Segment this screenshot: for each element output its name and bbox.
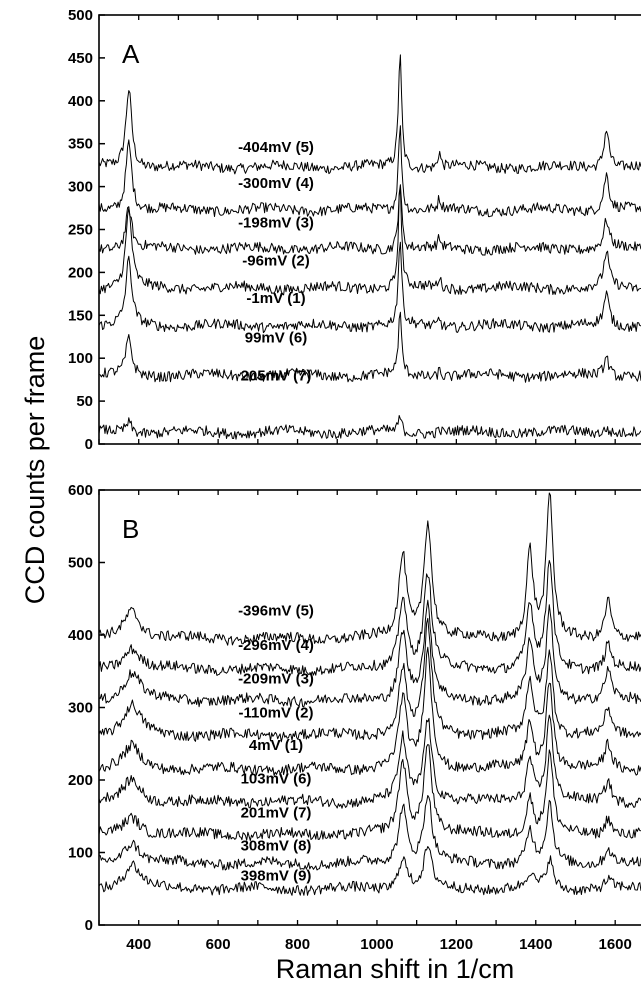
chart-panel-a: -404mV (5) -300mV (4) -198mV (3) -96mV (2) -…: [68, 7, 641, 453]
spectrum-line: [99, 311, 641, 383]
y-tick-label: 300: [68, 700, 93, 717]
spectrum-line: [99, 186, 641, 296]
series-label: 99mV (6): [245, 330, 308, 347]
spectrum-line: [99, 125, 641, 218]
panel-letter: B: [122, 514, 139, 544]
y-tick-label: 500: [68, 7, 93, 24]
series-label: 103mV (6): [241, 771, 312, 788]
y-tick-label: 400: [68, 627, 93, 644]
y-tick-label: 50: [76, 393, 93, 410]
y-tick-label: 200: [68, 264, 93, 281]
panel-traces: [99, 54, 641, 440]
y-tick-label: 0: [85, 917, 93, 934]
y-tick-label: 250: [68, 222, 93, 239]
x-tick-label: 400: [126, 936, 151, 953]
spectrum-line: [99, 415, 641, 440]
series-label: -96mV (2): [242, 252, 310, 269]
spectrum-line: [99, 54, 641, 175]
spectrum-line: [99, 714, 641, 809]
series-label: -198mV (3): [238, 215, 314, 232]
plot-frame: [98, 14, 641, 445]
series-label: -209mV (3): [238, 671, 314, 688]
y-tick-label: 0: [85, 436, 93, 453]
y-tick-label: 200: [68, 772, 93, 789]
x-tick-label: 600: [206, 936, 231, 953]
y-tick-label: 450: [68, 50, 93, 67]
chart-panel-b: -396mV (5) -296mV (4) -209mV (3) -110mV (2)…: [68, 482, 641, 953]
series-label: -404mV (5): [238, 139, 314, 156]
x-tick-label: 1000: [360, 936, 393, 953]
x-axis-title: Raman shift in 1/cm: [276, 954, 515, 984]
y-tick-label: 350: [68, 136, 93, 153]
x-tick-label: 1400: [519, 936, 552, 953]
spectrum-line: [99, 560, 641, 676]
series-label: 308mV (8): [241, 837, 312, 854]
y-tick-label: 300: [68, 179, 93, 196]
spectrum-line: [99, 795, 641, 871]
spectrum-line: [99, 492, 641, 646]
series-label: 201mV (7): [241, 805, 312, 822]
y-tick-label: 500: [68, 555, 93, 572]
panel-letter: A: [122, 39, 140, 69]
x-tick-label: 1600: [599, 936, 632, 953]
panel-traces: [99, 492, 641, 896]
series-label: 398mV (9): [241, 868, 312, 885]
spectrum-line: [99, 617, 641, 743]
series-label: 4mV (1): [249, 737, 303, 754]
spectrum-line: [99, 846, 641, 896]
y-tick-label: 600: [68, 482, 93, 499]
series-label: -396mV (5): [238, 602, 314, 619]
spectrum-line: [99, 646, 641, 776]
y-tick-label: 150: [68, 307, 93, 324]
x-tick-label: 1200: [440, 936, 473, 953]
x-tick-label: 800: [285, 936, 310, 953]
spectrum-line: [99, 241, 641, 334]
series-label: -110mV (2): [238, 705, 313, 722]
y-axis-title: CCD counts per frame: [20, 336, 50, 605]
series-label: -1mV (1): [246, 290, 305, 307]
spectrum-line: [99, 599, 641, 708]
spectrum-line: [99, 744, 641, 842]
spectrum-line: [99, 184, 641, 256]
series-label: 205mV (7): [241, 367, 312, 384]
series-label: -300mV (4): [238, 175, 314, 192]
y-tick-label: 400: [68, 93, 93, 110]
y-tick-label: 100: [68, 845, 93, 862]
series-label: -296mV (4): [238, 637, 314, 654]
y-tick-label: 100: [68, 350, 93, 367]
